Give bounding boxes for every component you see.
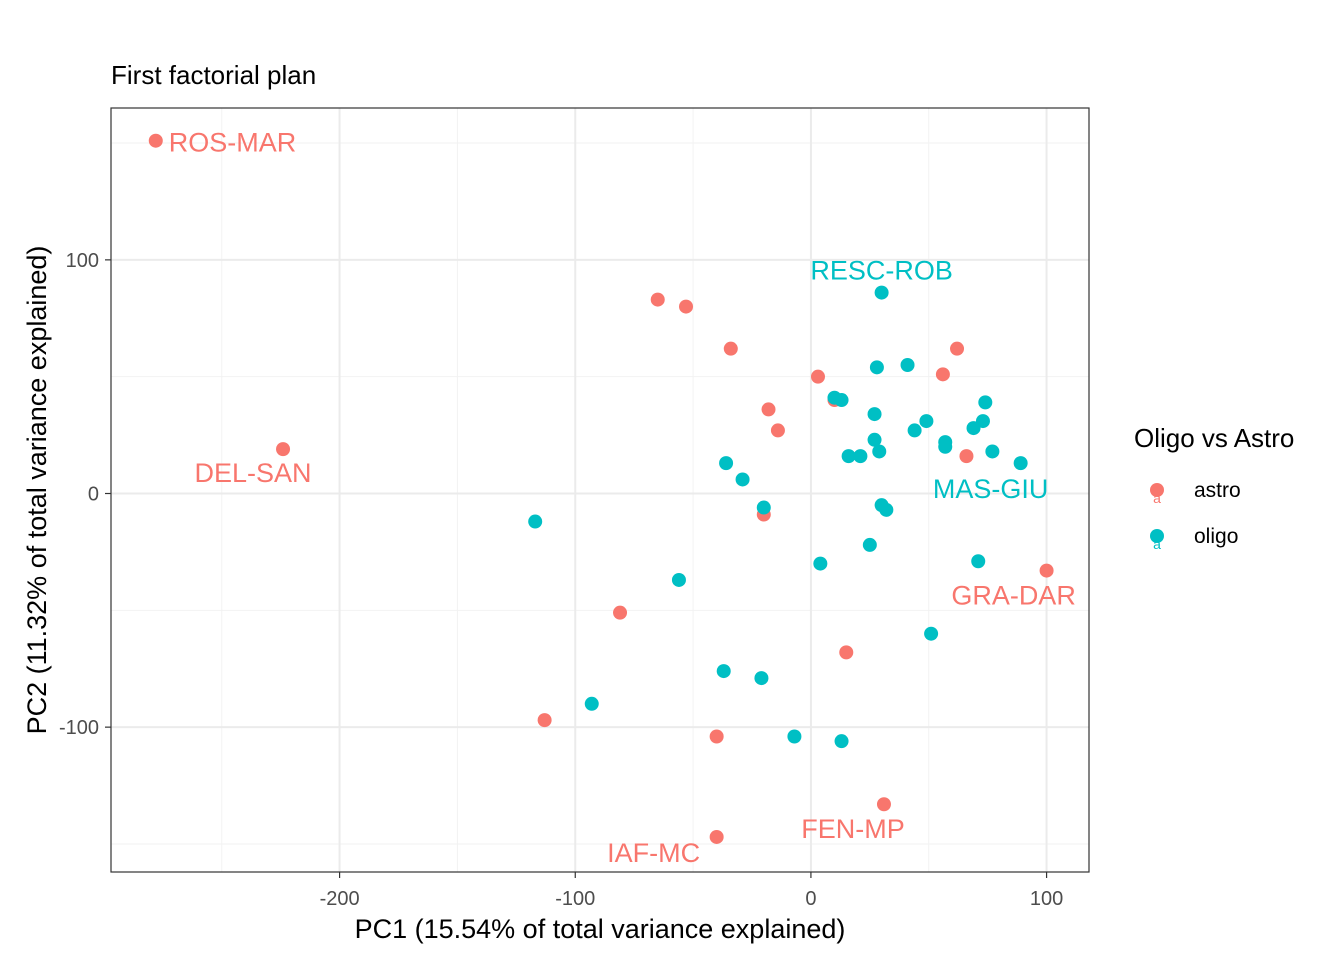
astro-point (839, 645, 854, 660)
point-label: MAS-GIU (933, 474, 1049, 504)
legend-title: Oligo vs Astro (1134, 423, 1294, 453)
oligo-point (813, 556, 828, 571)
x-tick-label: 100 (1030, 888, 1063, 910)
data-points (148, 133, 1054, 844)
plot-panel-border (110, 107, 1090, 873)
oligo-point (841, 449, 856, 464)
astro-point (148, 133, 163, 148)
x-tick-label: -100 (555, 888, 595, 910)
oligo-point (719, 456, 734, 471)
oligo-point (528, 514, 543, 529)
oligo-point (966, 421, 981, 436)
point-label: IAF-MC (607, 838, 700, 868)
oligo-point (584, 696, 599, 711)
oligo-point (834, 393, 849, 408)
y-axis-title: PC2 (11.32% of total variance explained) (22, 246, 52, 735)
oligo-point (924, 626, 939, 641)
oligo-point (879, 502, 894, 517)
oligo-point (735, 472, 750, 487)
astro-point (935, 367, 950, 382)
oligo-point (756, 500, 771, 515)
oligo-point (754, 671, 769, 686)
oligo-point (853, 449, 868, 464)
point-label: GRA-DAR (951, 581, 1076, 611)
point-labels: ROS-MAR DEL-SAN GRA-DAR FEN-MP IAF-MC RESC-RO… (169, 128, 1076, 868)
astro-point (723, 341, 738, 356)
astro-point (537, 713, 552, 728)
legend-key-glyph: a (1153, 490, 1161, 506)
grid (111, 108, 1089, 872)
astro-point (679, 299, 694, 314)
astro-point (709, 829, 724, 844)
legend-key-oligo (1150, 529, 1164, 543)
oligo-point (919, 414, 934, 429)
astro-point (613, 605, 628, 620)
oligo-point (985, 444, 1000, 459)
oligo-point (787, 729, 802, 744)
oligo-point (938, 439, 953, 454)
oligo-point (869, 360, 884, 375)
astro-point (876, 797, 891, 812)
astro-point (709, 729, 724, 744)
astro-point (770, 423, 785, 438)
legend-key-glyph: a (1153, 536, 1161, 552)
astro-point (650, 292, 665, 307)
astro-point (761, 402, 776, 417)
oligo-point (671, 572, 686, 587)
legend: Oligo vs Astro a astro a oligo (1134, 423, 1294, 552)
x-tick-label: -200 (320, 888, 360, 910)
point-label: DEL-SAN (195, 458, 312, 488)
oligo-point (971, 554, 986, 569)
oligo-point (862, 537, 877, 552)
x-axis-title: PC1 (15.54% of total variance explained) (355, 914, 846, 944)
point-label: FEN-MP (801, 814, 905, 844)
oligo-point (874, 285, 889, 300)
legend-key-astro (1150, 483, 1164, 497)
astro-point (810, 369, 825, 384)
legend-label-oligo: oligo (1194, 525, 1238, 548)
oligo-point (867, 432, 882, 447)
x-axis-ticks: -200 -100 0 100 (320, 872, 1063, 910)
astro-point (959, 449, 974, 464)
y-axis-ticks: -100 0 100 (59, 250, 111, 739)
oligo-point (867, 407, 882, 422)
oligo-point (834, 734, 849, 749)
oligo-point (900, 358, 915, 373)
oligo-point (907, 423, 922, 438)
point-label: ROS-MAR (169, 128, 297, 158)
oligo-point (978, 395, 993, 410)
astro-point (950, 341, 965, 356)
point-label: RESC-ROB (810, 256, 953, 286)
oligo-point (1013, 456, 1028, 471)
y-tick-label: 100 (66, 250, 99, 272)
y-tick-label: -100 (59, 717, 99, 739)
legend-label-astro: astro (1194, 479, 1241, 502)
oligo-point (716, 664, 731, 679)
legend-items: a astro a oligo (1150, 479, 1241, 552)
chart-title: First factorial plan (111, 60, 316, 90)
y-tick-label: 0 (88, 484, 99, 506)
oligo-point (872, 444, 887, 459)
x-tick-label: 0 (805, 888, 816, 910)
astro-point (1039, 563, 1054, 578)
astro-point (276, 442, 291, 457)
